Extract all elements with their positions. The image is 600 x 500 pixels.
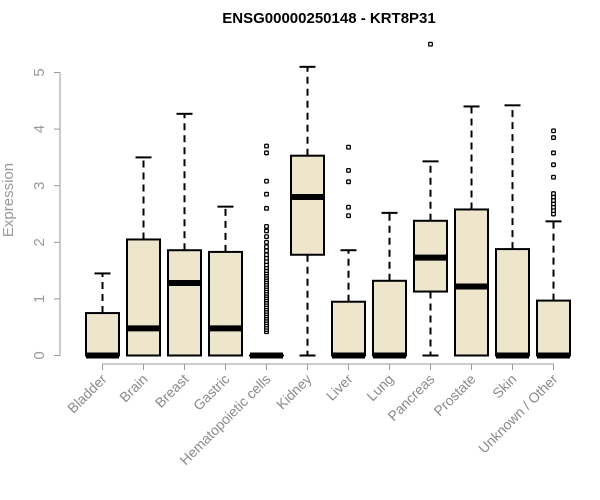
box-body xyxy=(372,279,407,357)
outlier-point xyxy=(264,143,269,149)
outlier-point xyxy=(551,128,556,134)
box-body xyxy=(290,154,325,256)
outlier-point xyxy=(551,162,556,168)
outlier-point xyxy=(264,244,269,250)
outlier-point xyxy=(264,234,269,240)
y-tick-label: 5 xyxy=(31,68,48,76)
y-tick-label: 3 xyxy=(31,182,48,190)
box-gastric xyxy=(208,205,243,357)
outlier-point xyxy=(551,135,556,141)
outlier-point xyxy=(264,178,269,184)
y-tick-label: 0 xyxy=(31,351,48,359)
box-skin xyxy=(495,104,530,359)
box-liver xyxy=(331,144,366,359)
y-tick-label: 1 xyxy=(31,295,48,303)
y-axis-label: Expression xyxy=(0,163,17,237)
x-tick-label: Skin xyxy=(489,371,520,402)
box-body xyxy=(495,248,530,357)
outlier-point xyxy=(264,239,269,245)
box-body xyxy=(208,250,243,357)
box-prostate xyxy=(454,105,489,357)
x-tick-label: Prostate xyxy=(430,371,478,419)
outlier-point xyxy=(551,191,556,197)
box-hematopoietic-cells xyxy=(249,143,284,359)
outlier-point xyxy=(264,252,269,258)
box-bladder xyxy=(85,272,120,359)
box-kidney xyxy=(290,65,325,357)
box-body xyxy=(85,312,120,357)
x-tick-label: Liver xyxy=(323,371,356,404)
y-tick-label: 4 xyxy=(31,125,48,133)
y-axis: 0 1 2 3 4 5 xyxy=(31,68,61,360)
box-body xyxy=(331,300,366,357)
outlier-point xyxy=(346,167,351,173)
x-tick-label: Bladder xyxy=(64,371,110,417)
outlier-point xyxy=(551,174,556,180)
box-lung xyxy=(372,211,407,359)
box-unknown-other xyxy=(536,128,571,359)
box-breast xyxy=(167,112,202,357)
x-tick-label: Breast xyxy=(152,371,192,411)
outlier-point xyxy=(264,191,269,197)
outlier-point xyxy=(346,213,351,219)
plot-area xyxy=(85,41,571,359)
box-body xyxy=(536,299,571,357)
x-tick-label: Lung xyxy=(363,371,396,404)
outlier-point xyxy=(264,224,269,229)
y-tick-label: 2 xyxy=(31,238,48,246)
outlier-point xyxy=(346,204,351,210)
outlier-point xyxy=(264,150,269,156)
outlier-point xyxy=(264,205,269,211)
chart-title: ENSG00000250148 - KRT8P31 xyxy=(222,10,435,27)
x-tick-label: Brain xyxy=(116,371,150,405)
outlier-point xyxy=(346,179,351,185)
outlier-point xyxy=(428,41,433,47)
box-body xyxy=(454,208,489,357)
outlier-point xyxy=(346,144,351,150)
x-tick-label: Kidney xyxy=(273,371,315,413)
outlier-point xyxy=(264,248,269,254)
outlier-point xyxy=(551,150,556,156)
outlier-point xyxy=(264,228,269,234)
box-body xyxy=(126,238,161,357)
box-pancreas xyxy=(413,41,448,357)
box-body xyxy=(167,249,202,357)
box-brain xyxy=(126,156,161,357)
